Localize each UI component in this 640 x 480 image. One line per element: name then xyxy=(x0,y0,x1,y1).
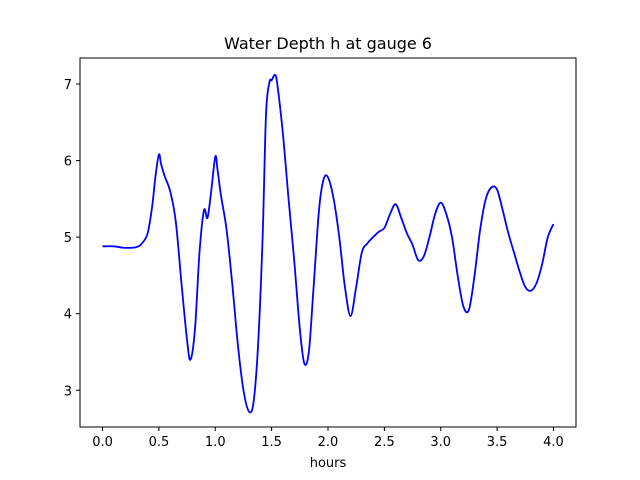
plot-area xyxy=(102,73,555,414)
series-line xyxy=(102,73,555,414)
y-tick-label: 5 xyxy=(64,231,72,246)
y-tick-label: 3 xyxy=(64,384,72,399)
y-tick-label: 6 xyxy=(64,155,72,170)
chart-title: Water Depth h at gauge 6 xyxy=(224,34,432,53)
x-tick-label: 0.0 xyxy=(92,435,113,450)
x-tick-label: 2.5 xyxy=(374,435,395,450)
x-tick-label: 3.5 xyxy=(487,435,508,450)
y-tick-label: 7 xyxy=(64,78,72,93)
x-axis-ticks: 0.0 0.5 1.0 1.5 2.0 2.5 3.0 3.5 4.0 xyxy=(92,427,564,450)
plot-frame xyxy=(79,57,577,428)
x-tick-label: 3.0 xyxy=(430,435,451,450)
y-tick-label: 4 xyxy=(64,308,72,323)
x-tick-label: 1.5 xyxy=(261,435,282,450)
x-tick-label: 1.0 xyxy=(205,435,226,450)
x-tick-label: 4.0 xyxy=(543,435,564,450)
x-tick-label: 2.0 xyxy=(318,435,339,450)
x-axis-label: hours xyxy=(310,456,347,471)
x-tick-label: 0.5 xyxy=(149,435,170,450)
y-axis-ticks: 3 4 5 6 7 xyxy=(64,78,80,399)
